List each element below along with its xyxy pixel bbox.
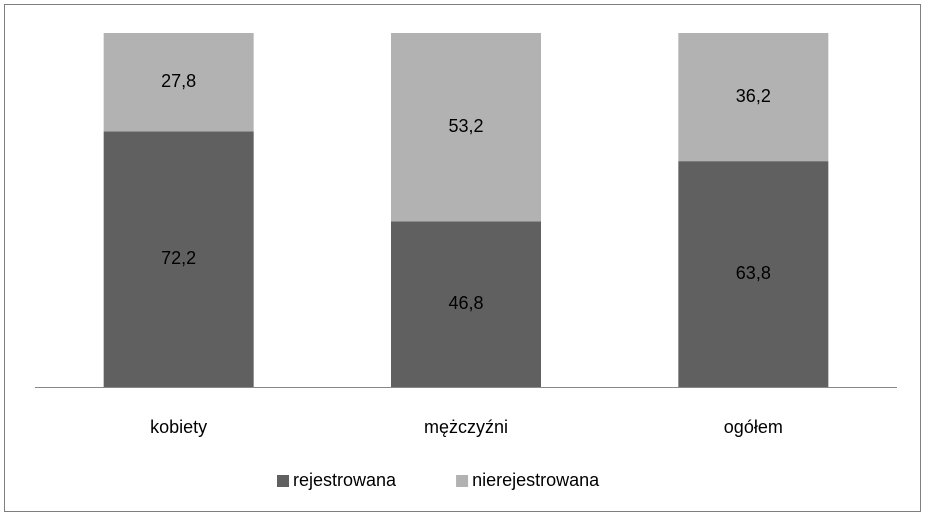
- data-label: 72,2: [161, 248, 196, 268]
- bar-segment: [103, 131, 254, 387]
- bar-segment: [103, 33, 254, 132]
- data-label: 46,8: [448, 293, 483, 313]
- x-tick-label: kobiety: [150, 417, 207, 437]
- x-tick-label: ogółem: [724, 417, 783, 437]
- x-tick-label: mężczyźni: [424, 417, 508, 437]
- data-label: 63,8: [736, 263, 771, 283]
- data-label: 36,2: [736, 86, 771, 106]
- legend-swatch: [456, 475, 469, 487]
- legend-label: rejestrowana: [293, 470, 397, 490]
- bar-segment: [678, 161, 829, 387]
- legend-swatch: [277, 475, 289, 487]
- bar-segment: [391, 33, 541, 222]
- bar-segment: [678, 33, 829, 162]
- data-label: 53,2: [448, 116, 483, 136]
- data-label: 27,8: [161, 71, 196, 91]
- bar-segment: [391, 221, 541, 387]
- legend-label: nierejestrowana: [472, 470, 600, 490]
